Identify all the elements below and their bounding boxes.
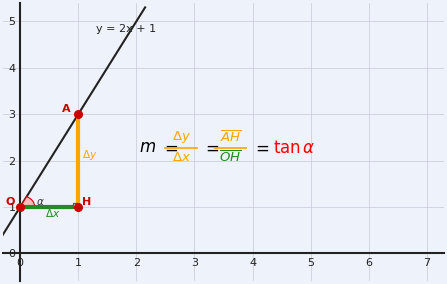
Text: $=$: $=$ — [252, 139, 270, 156]
Text: O: O — [6, 197, 15, 207]
Text: $=$: $=$ — [202, 139, 219, 156]
Text: $\mathbf{\mathit{m}}$: $\mathbf{\mathit{m}}$ — [139, 139, 156, 156]
Text: $\Delta y$: $\Delta y$ — [172, 129, 190, 145]
Text: $\Delta y$: $\Delta y$ — [82, 148, 98, 162]
Text: $\overline{AH}$: $\overline{AH}$ — [219, 130, 241, 145]
Text: H: H — [82, 197, 92, 207]
Text: A: A — [62, 104, 71, 114]
Text: $\Delta x$: $\Delta x$ — [45, 207, 60, 219]
Text: $=$: $=$ — [161, 139, 179, 156]
Text: $\overline{OH}$: $\overline{OH}$ — [219, 150, 242, 166]
Text: $\tan\alpha$: $\tan\alpha$ — [273, 139, 316, 156]
Text: y = 2x + 1: y = 2x + 1 — [96, 24, 156, 34]
Wedge shape — [20, 197, 35, 207]
Polygon shape — [73, 203, 78, 207]
Text: $\Delta x$: $\Delta x$ — [172, 151, 190, 164]
Text: $\alpha$: $\alpha$ — [36, 197, 45, 207]
